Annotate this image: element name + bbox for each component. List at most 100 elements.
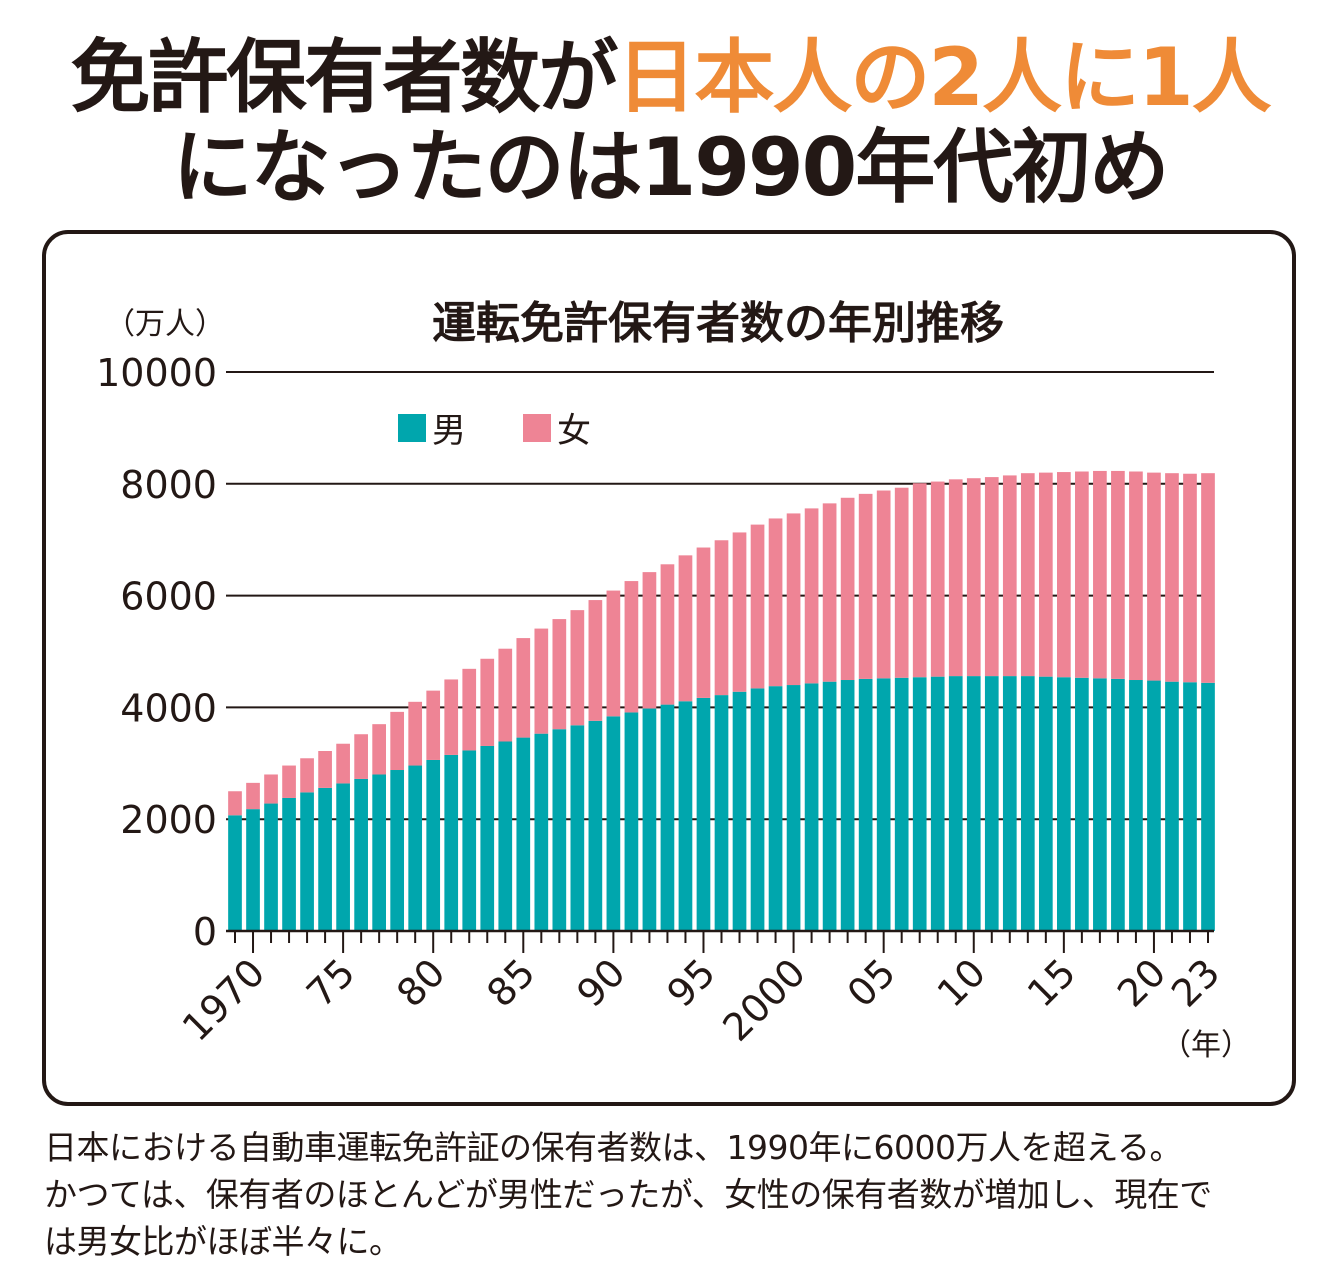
bar-segment-female	[570, 610, 585, 726]
x-tick-label: 2000	[714, 950, 814, 1050]
headline-line-1: 免許保有者数が日本人の2人に1人	[0, 38, 1340, 118]
bar-segment-female	[390, 711, 405, 771]
bar-segment-male	[786, 685, 801, 931]
x-tick-label: 95	[659, 950, 724, 1015]
bar-segment-female	[1111, 470, 1125, 679]
bar-segment-female	[552, 619, 567, 730]
headline-accent: 日本人の2人に1人	[616, 31, 1271, 124]
bar-segment-male	[1129, 680, 1143, 931]
bar-segment-female	[804, 508, 819, 684]
bar-segment-female	[462, 668, 477, 751]
y-tick-label: 4000	[120, 686, 217, 730]
bar-segment-male	[1075, 677, 1089, 931]
bar-segment-male	[1038, 676, 1053, 931]
y-tick-label: 6000	[120, 575, 217, 619]
bar-segment-male	[714, 695, 729, 931]
bar-segment-female	[336, 743, 350, 784]
y-axis-unit-label: （万人）	[105, 307, 225, 342]
bar-segment-male	[606, 716, 621, 931]
bar-segment-male	[300, 792, 314, 931]
bar-segment-female	[1002, 475, 1017, 677]
bar-segment-female	[822, 503, 837, 682]
bar-segment-female	[1075, 471, 1089, 678]
bar-segment-male	[246, 809, 260, 931]
bar-segment-male	[822, 681, 837, 931]
bar-segment-male	[732, 691, 747, 931]
bar-segment-female	[966, 478, 981, 677]
x-tick-label: 80	[388, 950, 453, 1015]
bar-segment-female	[516, 638, 531, 738]
bar-segment-female	[876, 490, 891, 679]
bar-segment-male	[390, 770, 405, 931]
bar-segment-female	[480, 658, 495, 746]
y-tick-label: 2000	[120, 798, 217, 842]
y-tick-label: 8000	[120, 463, 217, 507]
bar-segment-female	[300, 758, 314, 793]
bar-segment-male	[768, 686, 783, 931]
bar-segment-male	[678, 701, 693, 931]
bar-segment-male	[984, 676, 999, 931]
bar-segment-male	[408, 765, 423, 931]
bar-segment-male	[336, 783, 350, 931]
x-tick-label: 05	[839, 950, 904, 1015]
bar-segment-female	[714, 540, 729, 696]
bar-segment-male	[1020, 676, 1035, 931]
bar-segment-male	[570, 725, 585, 931]
chart: 運転免許保有者数の年別推移 （万人） （年） 男 女 0 2000 4000 6000…	[96, 298, 1251, 1063]
bar-segment-male	[642, 708, 657, 931]
x-tick-label: 10	[929, 950, 994, 1015]
bar-segment-male	[966, 676, 981, 931]
bar-segment-male	[372, 774, 386, 931]
bar-segment-female	[894, 487, 909, 678]
chart-title: 運転免許保有者数の年別推移	[432, 298, 1004, 349]
legend: 男 女	[398, 411, 591, 451]
legend-swatch-female	[523, 414, 551, 442]
bar-segment-male	[624, 712, 639, 931]
bar-segment-female	[732, 532, 747, 692]
bar-segment-male	[444, 754, 459, 931]
bar-segment-male	[1147, 680, 1161, 931]
bar-segment-female	[264, 774, 278, 804]
legend-label-male: 男	[432, 411, 466, 451]
bar-segment-female	[444, 679, 459, 755]
legend-swatch-male	[398, 414, 426, 442]
bar-segment-male	[696, 697, 711, 931]
bar-segment-male	[282, 797, 296, 931]
bar-segment-female	[858, 493, 873, 679]
bar-segment-female	[660, 564, 675, 705]
bar-segment-male	[588, 720, 603, 931]
bar-segment-female	[426, 690, 441, 760]
bar-segment-male	[876, 678, 891, 931]
bar-segment-female	[228, 791, 242, 816]
bar-segment-female	[408, 701, 423, 766]
x-tick-label: 1970	[174, 950, 274, 1050]
bar-segment-female	[282, 765, 296, 798]
bar-segment-female	[948, 479, 963, 677]
bar-segment-female	[318, 751, 332, 788]
bar-segment-male	[894, 677, 909, 931]
bar-segment-female	[534, 628, 549, 734]
caption-line: 日本における自動車運転免許証の保有者数は、1990年に6000万人を超える。	[44, 1128, 1182, 1167]
bar-segment-female	[768, 518, 783, 687]
bar-segment-male	[660, 704, 675, 931]
bar-segment-male	[1002, 676, 1017, 931]
bar-segment-male	[804, 683, 819, 931]
bar-segment-male	[840, 680, 855, 931]
bar-segment-male	[534, 733, 549, 931]
bar-segment-female	[678, 555, 693, 702]
bar-segment-female	[1129, 471, 1143, 681]
bar-segment-male	[318, 787, 332, 931]
caption-line: は男女比がほぼ半々に。	[44, 1222, 402, 1261]
bar-segment-male	[1183, 682, 1197, 931]
x-tick-label: 23	[1163, 950, 1228, 1015]
caption: 日本における自動車運転免許証の保有者数は、1990年に6000万人を超える。 か…	[44, 1124, 1334, 1265]
bar-segment-female	[624, 581, 639, 713]
bar-segment-male	[1201, 682, 1215, 931]
bar-segment-female	[1183, 473, 1197, 683]
bar-segment-female	[354, 734, 368, 779]
bar-segment-female	[246, 782, 260, 810]
bar-segment-male	[1165, 681, 1179, 931]
bar-segment-female	[984, 477, 999, 677]
bar-segment-female	[930, 481, 945, 677]
headline-line-2: になったのは1990年代初め	[172, 121, 1170, 214]
